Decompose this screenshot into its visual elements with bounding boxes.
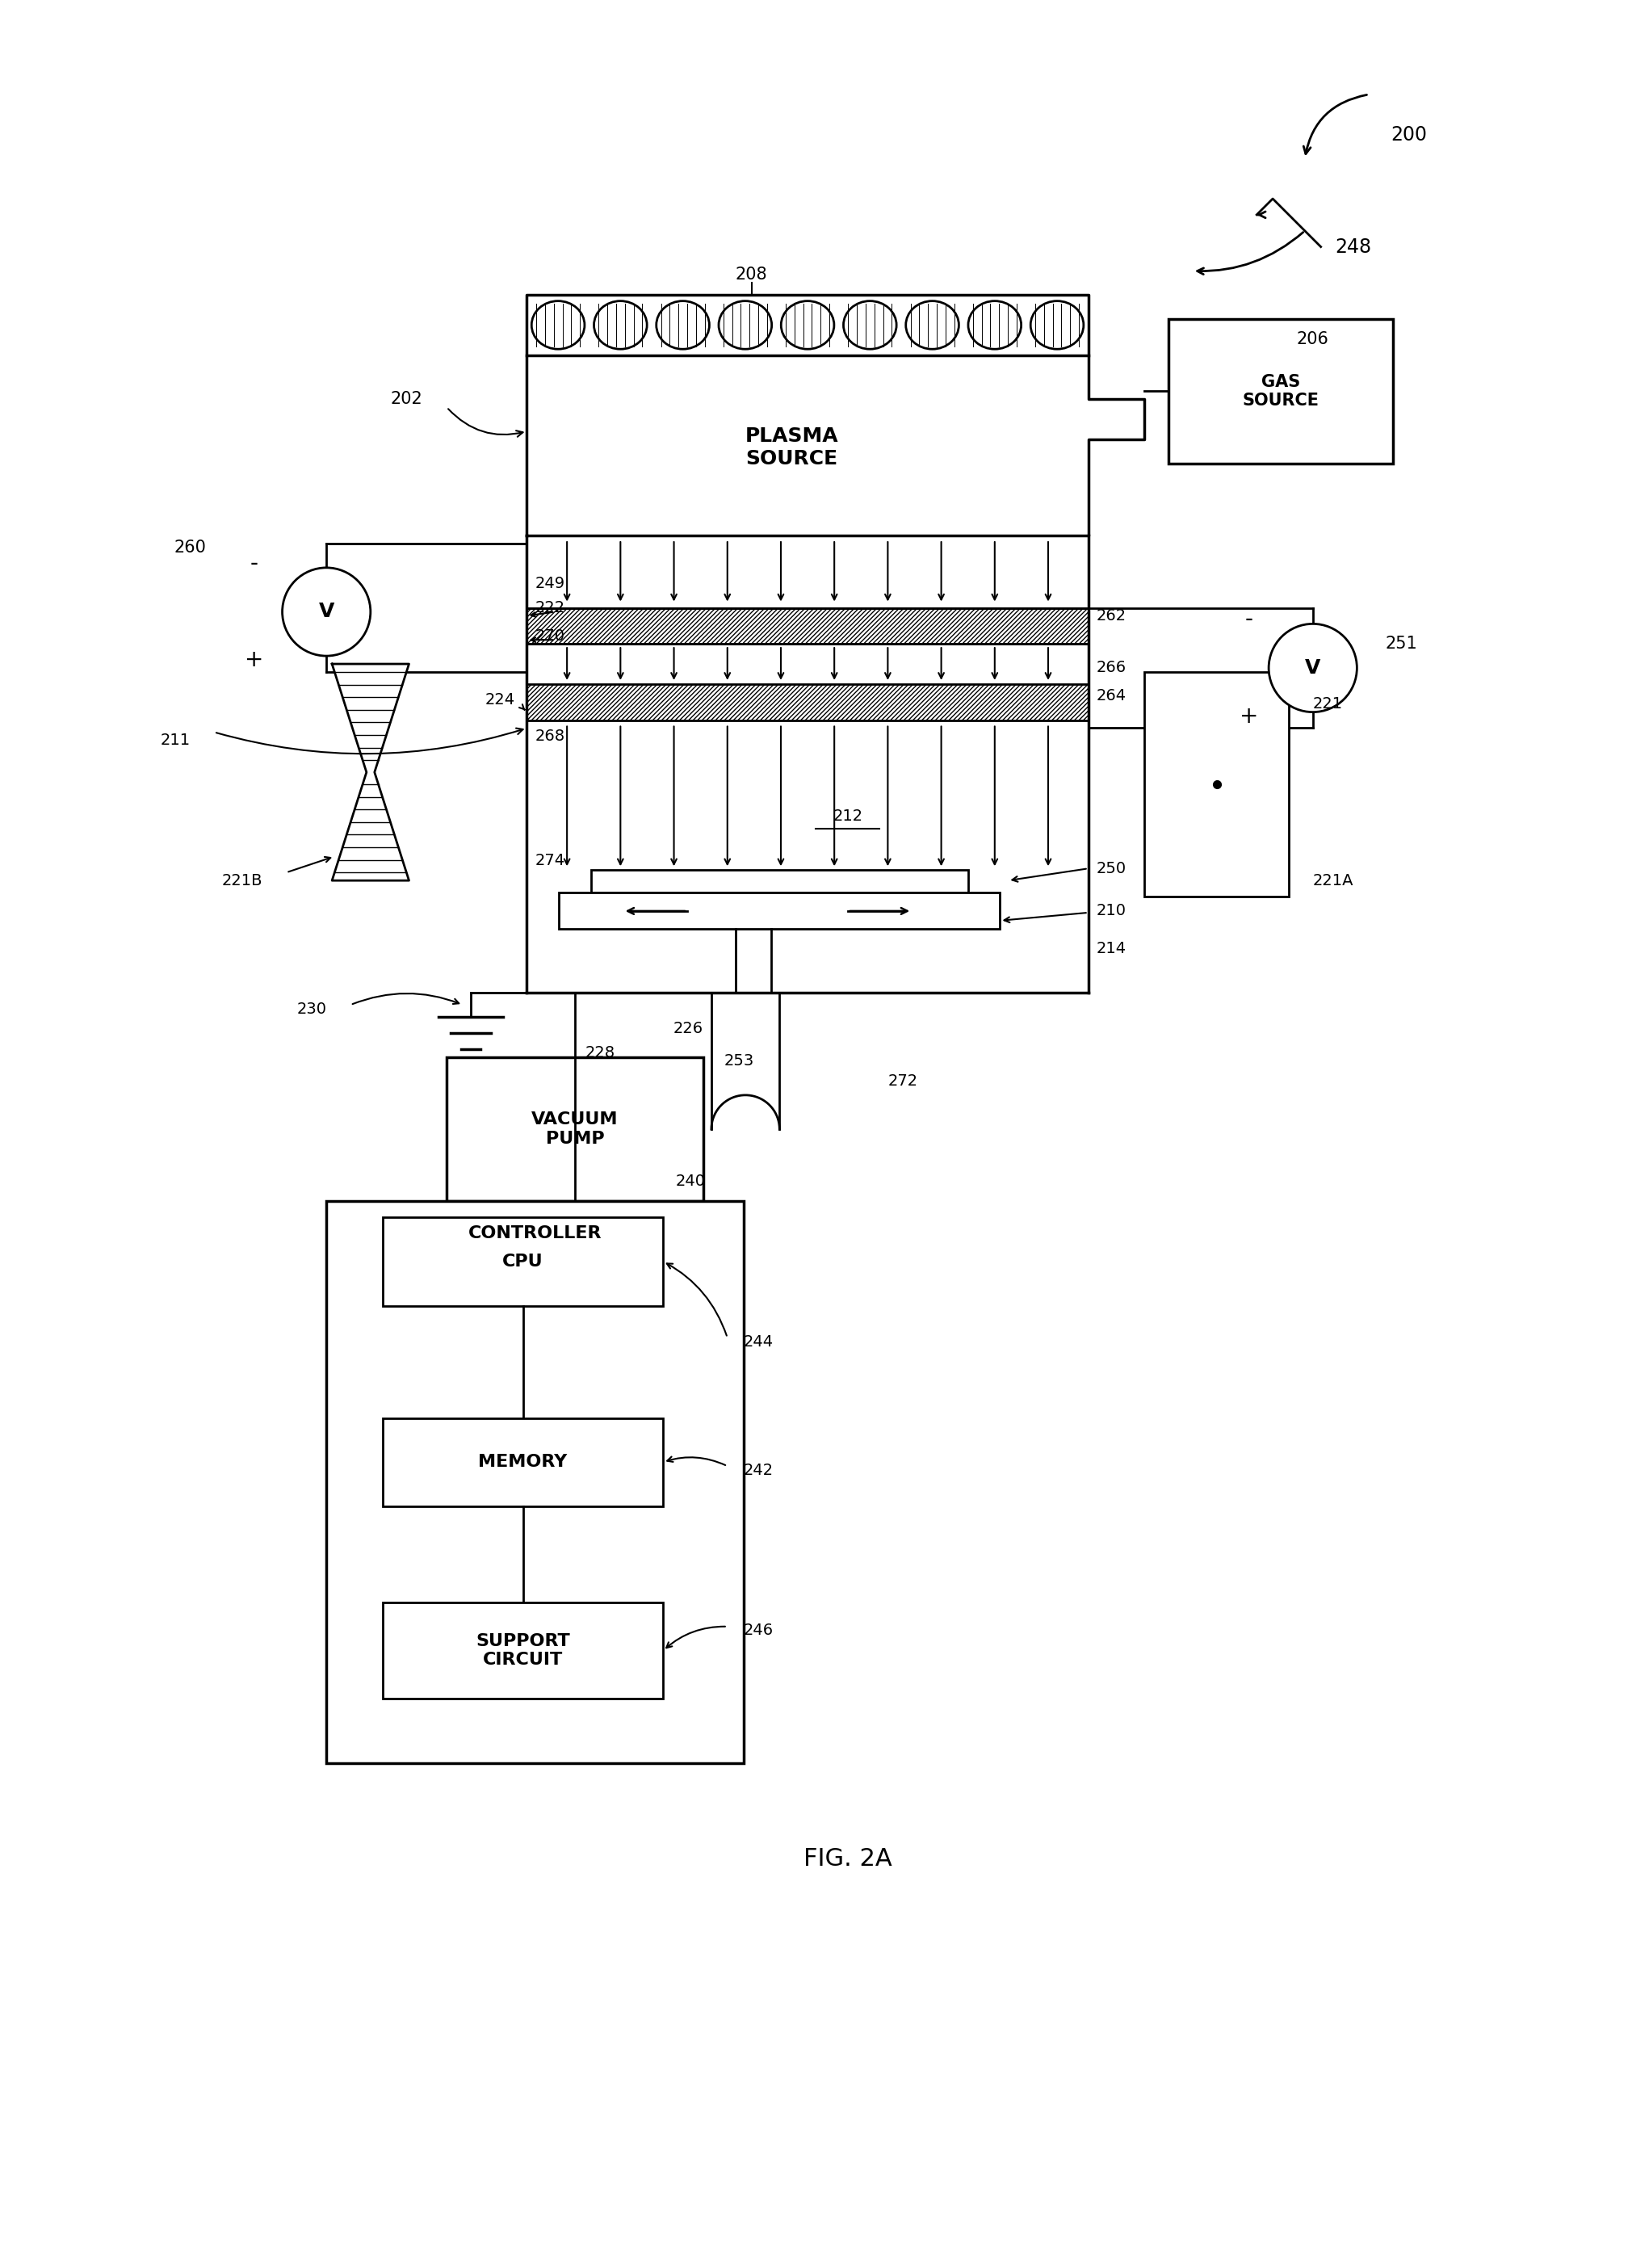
Text: V: V bbox=[318, 601, 335, 621]
Text: VACUUM
PUMP: VACUUM PUMP bbox=[532, 1111, 619, 1148]
Bar bbox=[527, 608, 1089, 644]
Text: 202: 202 bbox=[390, 390, 423, 408]
Ellipse shape bbox=[906, 302, 960, 349]
Ellipse shape bbox=[844, 302, 896, 349]
Text: 228: 228 bbox=[586, 1046, 615, 1061]
Text: -: - bbox=[250, 553, 258, 576]
Text: 272: 272 bbox=[888, 1073, 917, 1089]
Text: +: + bbox=[245, 649, 264, 671]
Ellipse shape bbox=[782, 302, 834, 349]
Text: FIG. 2A: FIG. 2A bbox=[803, 1848, 893, 1871]
Text: 211: 211 bbox=[160, 733, 189, 748]
Text: 266: 266 bbox=[1097, 660, 1126, 676]
Text: GAS
SOURCE: GAS SOURCE bbox=[1242, 374, 1319, 408]
Text: CPU: CPU bbox=[503, 1254, 543, 1270]
Circle shape bbox=[1268, 624, 1356, 712]
Text: 268: 268 bbox=[535, 728, 565, 744]
Bar bbox=[527, 685, 1089, 721]
Text: 221: 221 bbox=[1312, 696, 1343, 712]
Ellipse shape bbox=[532, 302, 584, 349]
Ellipse shape bbox=[656, 302, 710, 349]
Bar bbox=[382, 1418, 663, 1506]
Text: 246: 246 bbox=[744, 1624, 774, 1637]
Bar bbox=[527, 608, 1089, 644]
Text: 260: 260 bbox=[175, 540, 206, 556]
Text: 262: 262 bbox=[1097, 608, 1126, 624]
Polygon shape bbox=[331, 665, 410, 880]
Text: 250: 250 bbox=[1097, 862, 1126, 875]
Bar bbox=[1144, 671, 1289, 896]
Text: 222: 222 bbox=[535, 601, 565, 615]
Text: PLASMA
SOURCE: PLASMA SOURCE bbox=[744, 426, 839, 467]
Text: 224: 224 bbox=[485, 692, 514, 708]
Text: MEMORY: MEMORY bbox=[478, 1454, 568, 1470]
Text: 249: 249 bbox=[535, 576, 565, 592]
Circle shape bbox=[282, 567, 370, 655]
Text: 212: 212 bbox=[832, 810, 863, 823]
Text: V: V bbox=[1306, 658, 1320, 678]
Ellipse shape bbox=[1030, 302, 1084, 349]
Text: 214: 214 bbox=[1097, 941, 1126, 957]
Text: CONTROLLER: CONTROLLER bbox=[468, 1225, 602, 1241]
Bar bbox=[326, 1202, 744, 1762]
Text: 251: 251 bbox=[1386, 635, 1417, 651]
Bar bbox=[1169, 320, 1394, 463]
Text: 248: 248 bbox=[1335, 238, 1371, 256]
Text: 210: 210 bbox=[1097, 903, 1126, 919]
Ellipse shape bbox=[718, 302, 772, 349]
Text: 270: 270 bbox=[535, 628, 565, 644]
Bar bbox=[382, 1218, 663, 1306]
Ellipse shape bbox=[594, 302, 646, 349]
Text: 230: 230 bbox=[297, 1000, 326, 1016]
Text: 200: 200 bbox=[1390, 125, 1428, 145]
Text: 242: 242 bbox=[744, 1463, 774, 1479]
Text: 208: 208 bbox=[736, 268, 767, 284]
Bar bbox=[591, 871, 968, 894]
Text: 253: 253 bbox=[725, 1052, 754, 1068]
Bar bbox=[560, 894, 1000, 928]
Text: 264: 264 bbox=[1097, 689, 1126, 703]
Text: 274: 274 bbox=[535, 853, 565, 869]
Bar bbox=[382, 1603, 663, 1699]
Text: 240: 240 bbox=[676, 1173, 705, 1188]
Polygon shape bbox=[527, 295, 1144, 535]
Text: 206: 206 bbox=[1297, 331, 1328, 347]
Text: SUPPORT
CIRCUIT: SUPPORT CIRCUIT bbox=[477, 1633, 570, 1667]
Text: 226: 226 bbox=[674, 1021, 703, 1036]
Text: +: + bbox=[1239, 705, 1258, 728]
Text: 221B: 221B bbox=[222, 873, 263, 889]
Bar bbox=[447, 1057, 703, 1202]
Text: -: - bbox=[1245, 608, 1253, 631]
Text: 244: 244 bbox=[744, 1334, 774, 1349]
Bar bbox=[527, 685, 1089, 721]
Text: 221A: 221A bbox=[1312, 873, 1353, 889]
Ellipse shape bbox=[968, 302, 1022, 349]
